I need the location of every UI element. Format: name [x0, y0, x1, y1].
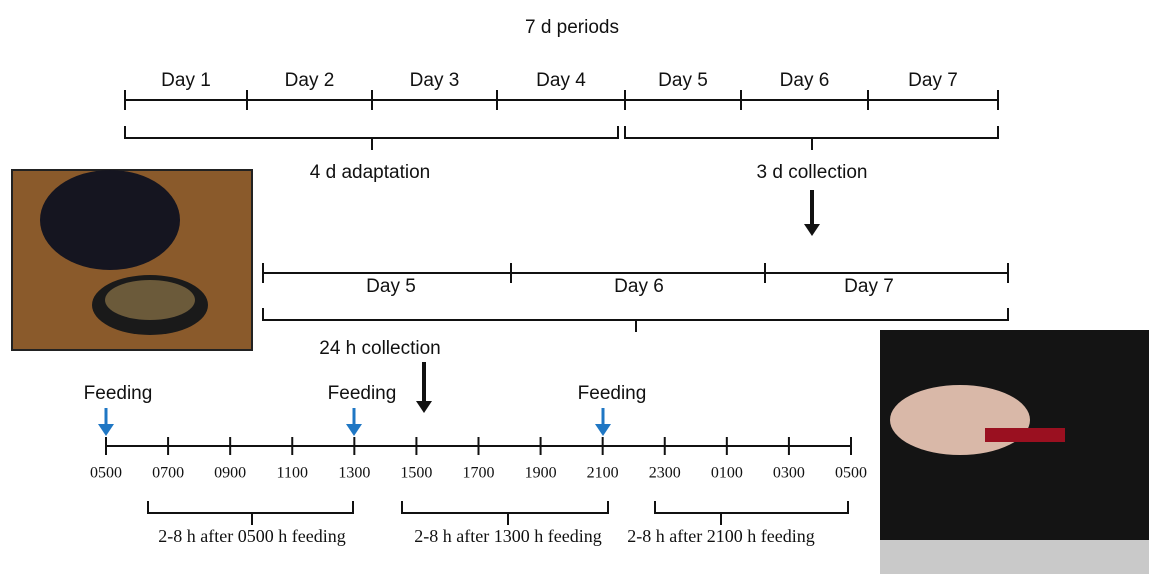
- day-label: Day 6: [614, 276, 664, 297]
- day-label: Day 5: [366, 276, 416, 297]
- arrow-head: [98, 424, 114, 436]
- arrow-head: [804, 224, 820, 236]
- day-label: Day 7: [844, 276, 894, 297]
- photo-blood-sampling: [880, 330, 1149, 574]
- time-label: 1500: [400, 465, 432, 482]
- time-label: 1700: [463, 465, 495, 482]
- time-label: 0700: [152, 465, 184, 482]
- day-label: Day 6: [780, 70, 830, 91]
- period-timeline: Day 1 Day 2 Day 3 Day 4 Day 5 Day 6 Day 7 4 d a…: [124, 70, 999, 236]
- day-label: Day 5: [658, 70, 708, 91]
- time-label: 1100: [277, 465, 308, 482]
- feeding-label: Feeding: [578, 383, 647, 404]
- day-label: Day 4: [536, 70, 586, 91]
- time-label: 0500: [835, 465, 867, 482]
- bracket: [401, 501, 609, 525]
- window-label: 2-8 h after 0500 h feeding: [158, 526, 345, 546]
- arrow-head: [595, 424, 611, 436]
- title: 7 d periods: [525, 17, 619, 38]
- bracket: [147, 501, 354, 525]
- day-label: Day 2: [285, 70, 335, 91]
- day-label: Day 1: [161, 70, 211, 91]
- day-label: Day 7: [908, 70, 958, 91]
- adaptation-label: 4 d adaptation: [310, 162, 430, 183]
- time-label: 2100: [587, 465, 619, 482]
- window-label: 2-8 h after 1300 h feeding: [414, 526, 601, 546]
- day-label: Day 3: [410, 70, 460, 91]
- arrow-head: [346, 424, 362, 436]
- time-label: 0900: [214, 465, 246, 482]
- photo-horse-eating: [11, 169, 253, 351]
- time-label: 1300: [338, 465, 370, 482]
- time-label: 2300: [649, 465, 681, 482]
- feeding-label: Feeding: [328, 383, 397, 404]
- bracket: [262, 308, 1009, 332]
- feeding-timeline: 0500 0700 0900 1100 1300 1500 1700 1900 2100 2300…: [84, 383, 867, 546]
- collection-label: 24 h collection: [319, 338, 440, 359]
- time-label: 1900: [525, 465, 557, 482]
- time-label: 0500: [90, 465, 122, 482]
- arrow-head: [416, 401, 432, 413]
- time-label: 0100: [711, 465, 743, 482]
- window-label: 2-8 h after 2100 h feeding: [627, 526, 814, 546]
- bracket: [124, 126, 619, 150]
- collection-timeline: Day 5 Day 6 Day 7 24 h collection: [262, 263, 1009, 413]
- bracket: [654, 501, 849, 525]
- time-label: 0300: [773, 465, 805, 482]
- feeding-label: Feeding: [84, 383, 153, 404]
- bracket: [624, 126, 999, 150]
- collection-label: 3 d collection: [757, 162, 868, 183]
